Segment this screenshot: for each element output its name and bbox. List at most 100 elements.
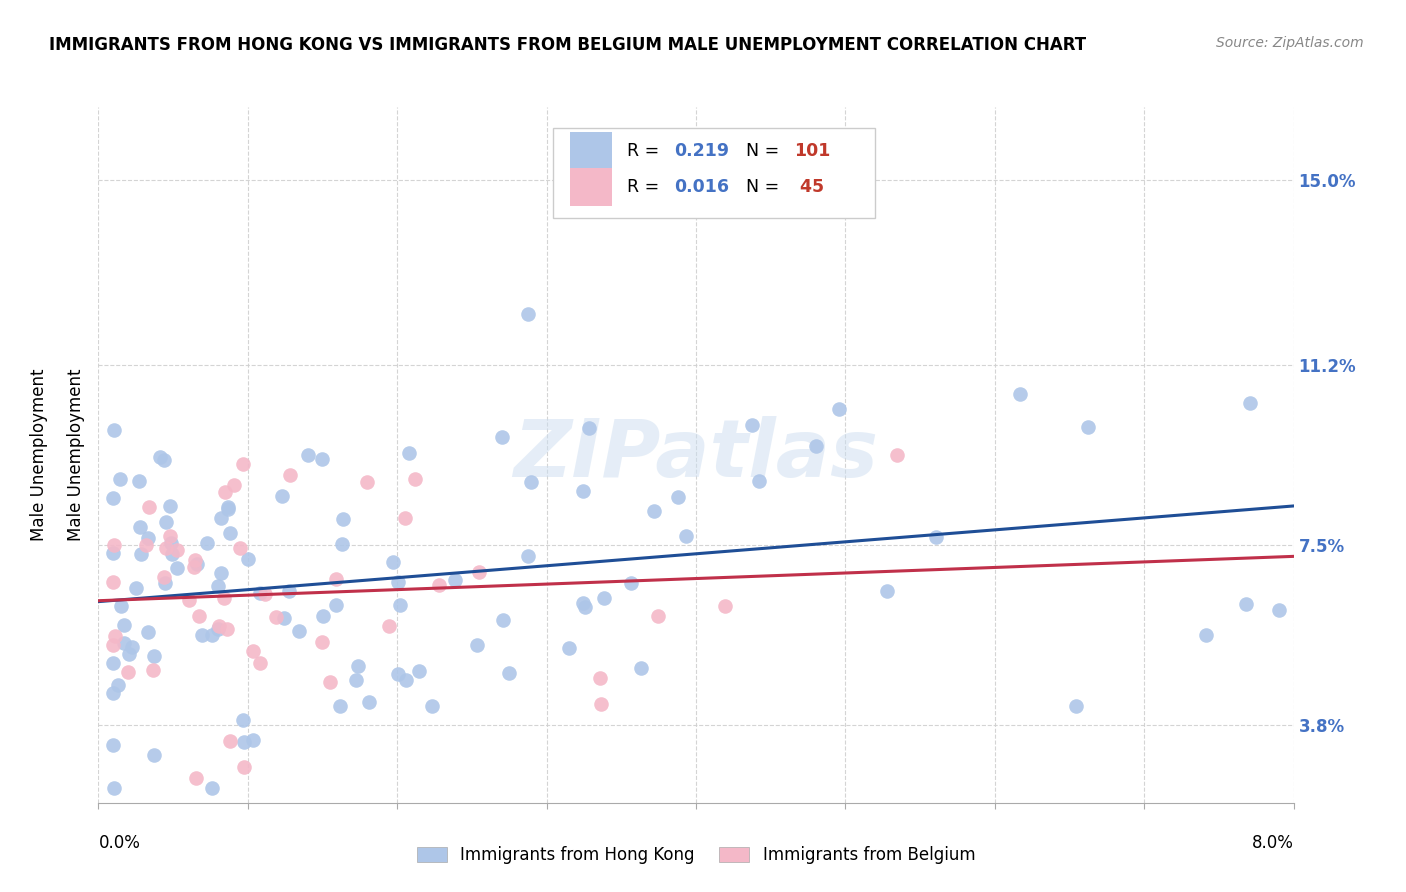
Point [143,747,166,762]
Point [200,628,222,642]
Point [232,713,254,727]
Point [103,657,125,671]
Text: 0.0%: 0.0% [98,834,141,852]
Point [714,599,737,613]
Point [118,647,141,661]
Point [592,591,614,606]
Point [1010,387,1032,401]
Point [647,608,669,623]
Point [630,660,652,674]
Point [876,584,898,599]
Point [214,591,236,606]
Point [557,641,579,656]
Text: 8.0%: 8.0% [1251,834,1294,852]
Point [925,530,948,544]
Point [516,307,538,321]
Point [264,610,287,624]
Point [219,734,242,748]
Point [297,448,319,462]
Point [517,549,540,564]
Point [332,512,354,526]
Point [287,624,309,639]
Text: ZIPatlas: ZIPatlas [513,416,879,494]
Point [107,678,129,692]
Point [387,666,409,681]
Point [125,581,148,595]
Point [325,572,347,586]
Point [377,618,399,632]
Point [209,566,232,581]
Point [242,732,264,747]
Point [187,608,209,623]
Point [135,538,157,552]
Point [427,578,450,592]
Point [280,468,302,483]
Point [103,638,125,652]
Point [209,511,232,525]
Point [465,639,488,653]
Point [186,557,208,571]
Point [217,502,239,516]
Text: IMMIGRANTS FROM HONG KONG VS IMMIGRANTS FROM BELGIUM MALE UNEMPLOYMENT CORRELATI: IMMIGRANTS FROM HONG KONG VS IMMIGRANTS … [49,36,1087,54]
Point [103,538,125,552]
Point [249,586,271,600]
Text: 0.219: 0.219 [675,142,730,160]
Point [408,664,430,678]
Point [444,574,467,588]
Point [1064,698,1087,713]
Point [228,541,250,555]
Point [160,536,183,550]
Point [138,532,160,546]
Point [142,663,165,677]
Point [183,560,205,574]
Point [748,474,770,488]
Point [420,698,443,713]
Point [491,429,513,443]
Point [318,675,340,690]
Point [356,475,378,489]
Point [578,421,600,435]
Point [103,546,125,560]
Point [108,472,131,486]
Text: R =: R = [627,178,665,196]
Point [347,659,370,673]
Text: 45: 45 [794,178,824,196]
FancyBboxPatch shape [571,132,613,170]
Point [827,402,849,417]
Point [574,599,596,614]
Point [103,423,125,437]
Point [153,575,176,590]
Point [191,628,214,642]
Point [273,611,295,625]
Point [394,511,416,525]
Point [311,452,333,467]
Point [208,619,231,633]
Point [387,574,409,589]
Text: R =: R = [627,142,665,160]
Point [129,547,152,561]
Point [404,472,426,486]
Point [184,771,207,785]
Point [620,576,643,591]
Point [389,599,412,613]
Point [325,599,347,613]
Point [184,553,207,567]
Point [572,484,595,499]
Point [312,608,335,623]
Point [238,552,260,566]
Point [166,542,188,557]
Point [330,537,353,551]
Point [160,547,183,561]
Text: Source: ZipAtlas.com: Source: ZipAtlas.com [1216,36,1364,50]
Point [103,738,125,752]
Point [117,665,139,679]
Point [398,445,420,459]
Point [103,686,125,700]
Point [233,735,256,749]
Point [498,666,520,681]
Point [103,781,125,796]
Point [804,439,827,453]
Text: N =: N = [747,142,785,160]
FancyBboxPatch shape [553,128,876,219]
Point [492,613,515,627]
